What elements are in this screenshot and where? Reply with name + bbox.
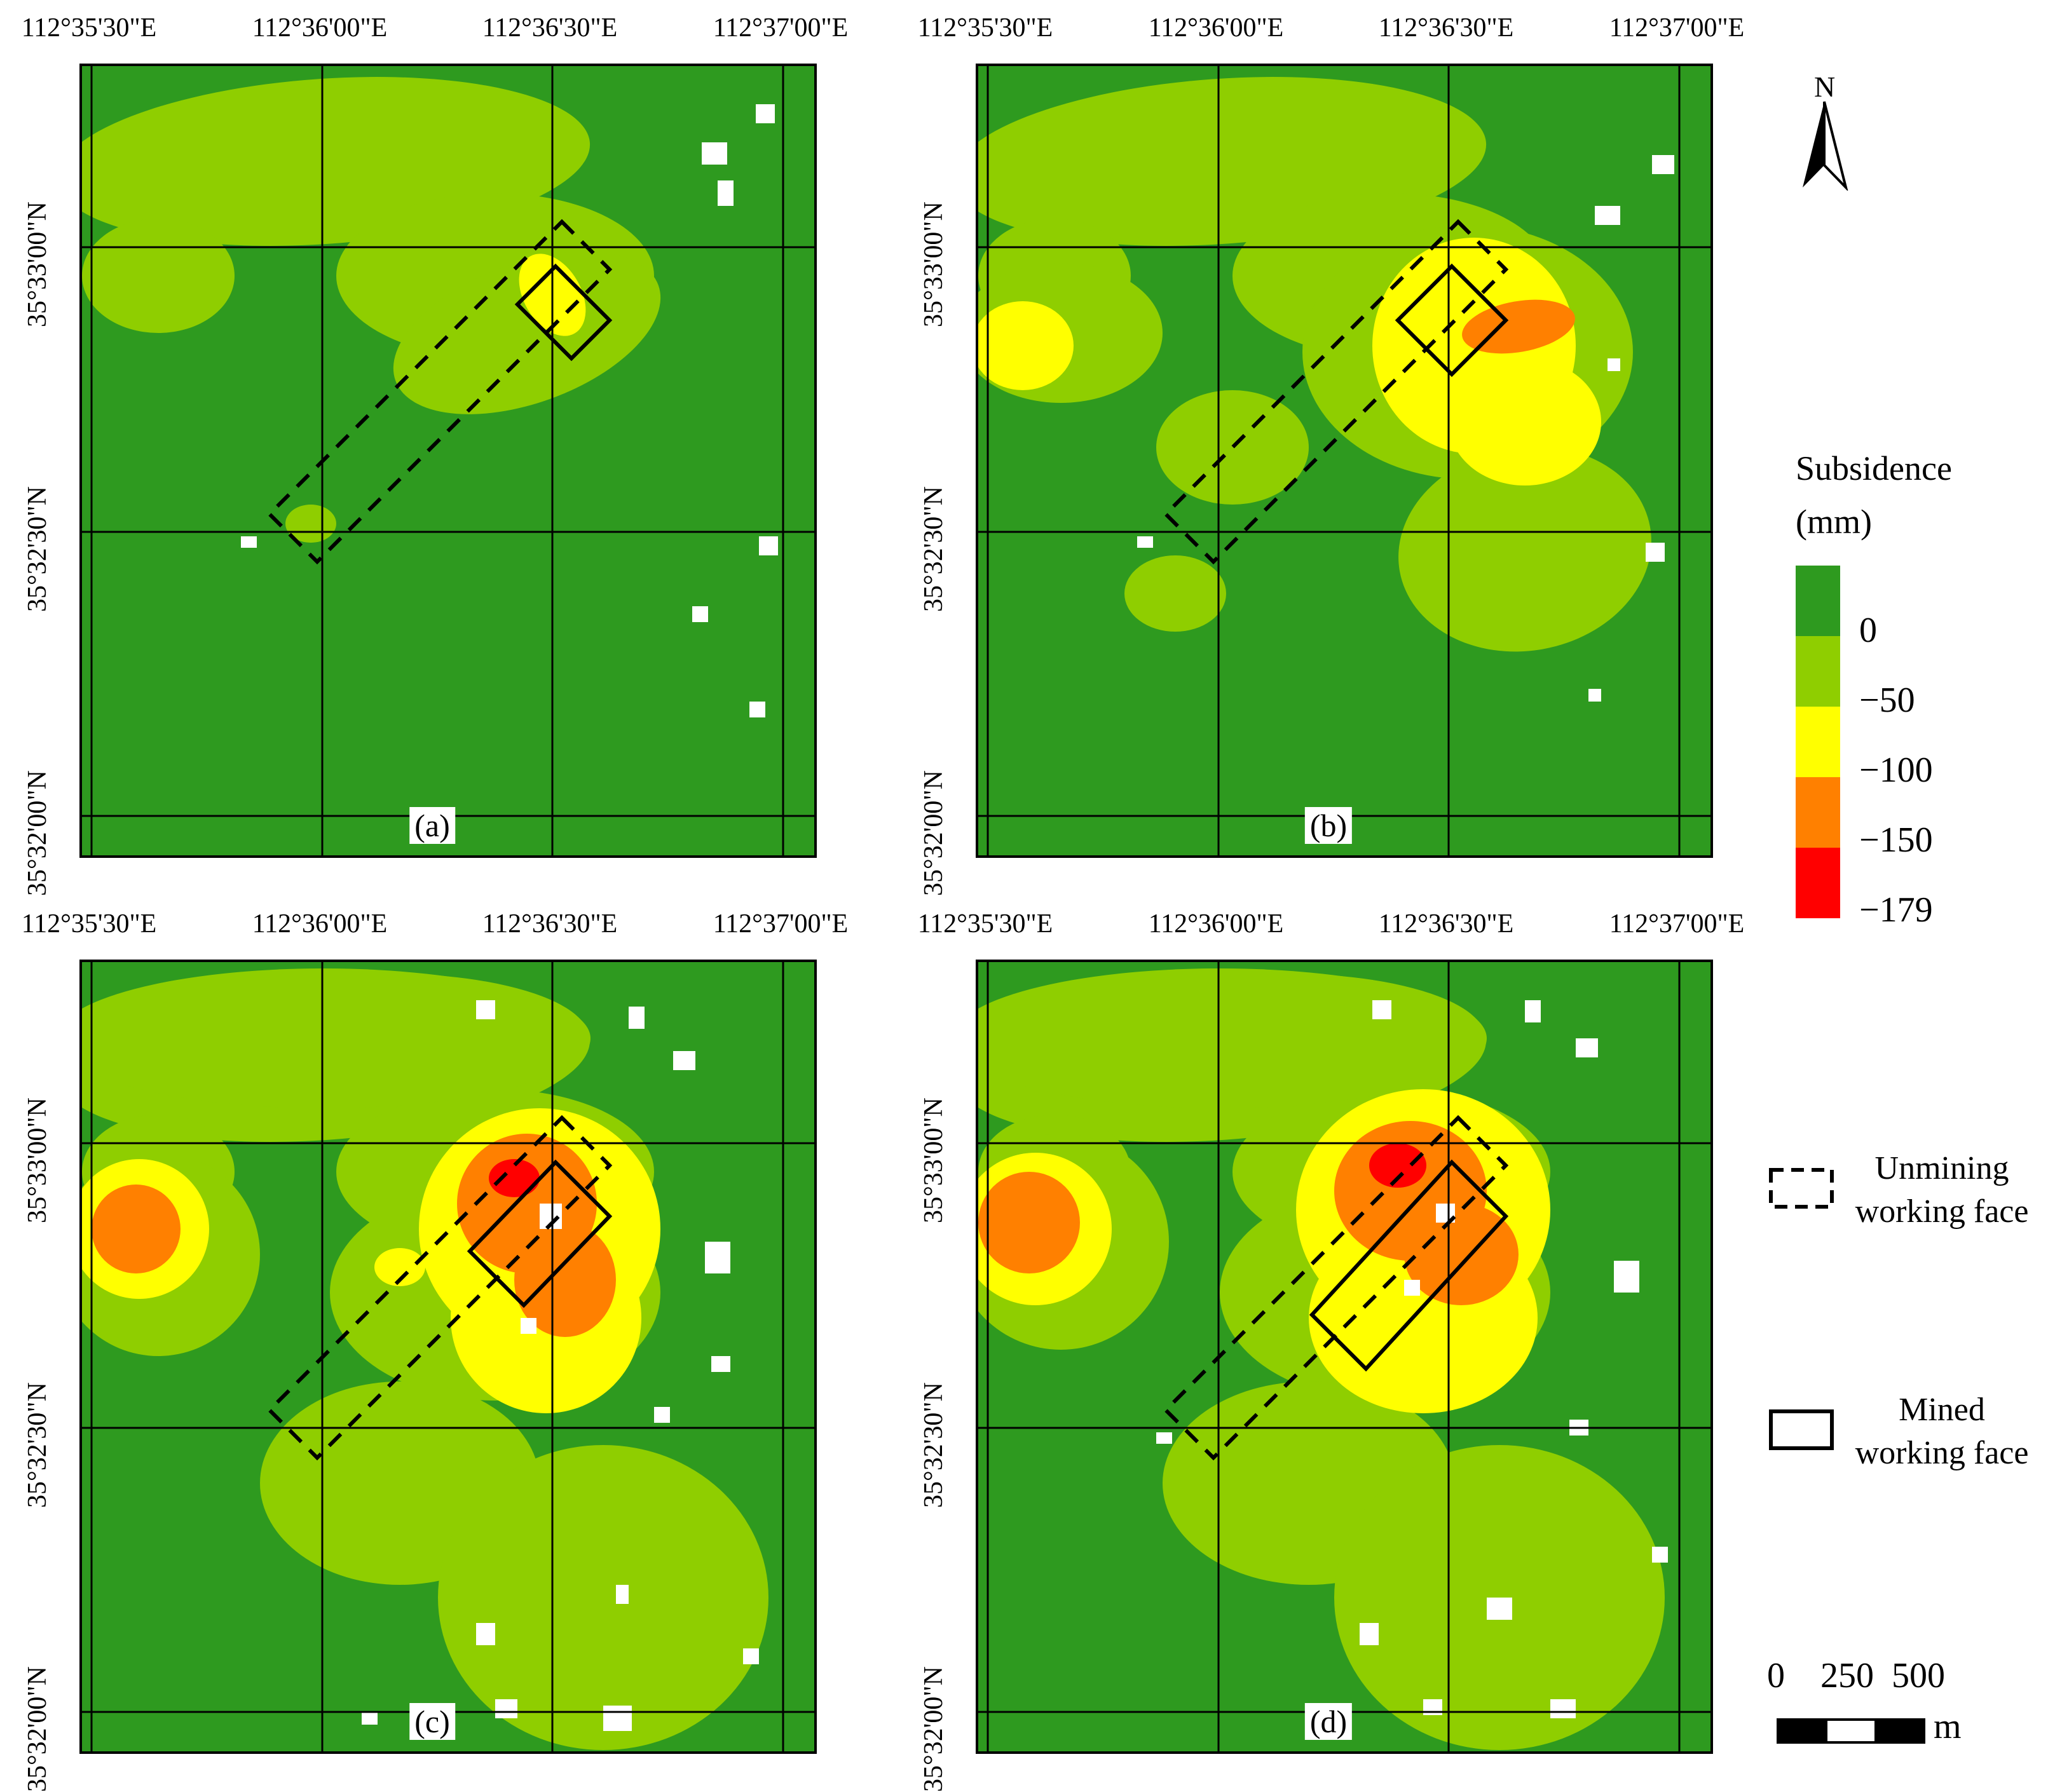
lat-tick-label: 35°33'00"N bbox=[23, 201, 52, 327]
lon-tick-label: 112°36'00"E bbox=[252, 13, 388, 43]
raster-map bbox=[82, 962, 814, 1751]
mined-face-swatch bbox=[1769, 1409, 1834, 1450]
map-frame bbox=[976, 960, 1713, 1754]
scale-bar bbox=[1777, 1718, 1925, 1744]
north-label: N bbox=[1814, 71, 1836, 103]
panel-label: (c) bbox=[409, 1703, 455, 1740]
legend: N Subsidence (mm) 0 −50 −100 −150 −179 U… bbox=[1767, 64, 2047, 1779]
lat-tick-label: 35°32'30"N bbox=[23, 1382, 52, 1508]
map-panel-c: 112°35'30"E 112°36'00"E 112°36'30"E 112°37'… bbox=[22, 909, 849, 1792]
map-frame bbox=[79, 960, 817, 1754]
scale-unit: m bbox=[1934, 1707, 1962, 1746]
ramp-label-100: −100 bbox=[1859, 750, 1933, 790]
map-panel-a: 112°35'30"E 112°36'00"E 112°36'30"E 112°37'… bbox=[22, 13, 849, 896]
lat-tick-label: 35°32'00"N bbox=[919, 770, 948, 896]
ramp-label-0: 0 bbox=[1859, 611, 1877, 650]
legend-title: Subsidence (mm) bbox=[1796, 448, 1952, 542]
lon-tick-label: 112°36'00"E bbox=[252, 909, 388, 939]
lon-tick-label: 112°35'30"E bbox=[21, 909, 157, 939]
lat-tick-label: 35°33'00"N bbox=[23, 1097, 52, 1223]
lon-tick-label: 112°37'00"E bbox=[1609, 909, 1745, 939]
lat-tick-label: 35°33'00"N bbox=[919, 1097, 948, 1223]
map-frame bbox=[976, 64, 1713, 858]
lat-tick-label: 35°32'00"N bbox=[919, 1666, 948, 1792]
lat-tick-label: 35°33'00"N bbox=[919, 201, 948, 327]
unmining-face-label: Unmining working face bbox=[1837, 1147, 2047, 1233]
lon-tick-label: 112°35'30"E bbox=[917, 909, 1053, 939]
ramp-swatch bbox=[1796, 566, 1840, 636]
mined-face-label: Mined working face bbox=[1837, 1388, 2047, 1475]
scale-label-500: 500 bbox=[1892, 1656, 1945, 1695]
unmining-face-line1: Unmining bbox=[1874, 1150, 2009, 1186]
panel-label: (b) bbox=[1304, 807, 1353, 844]
mined-face-line1: Mined bbox=[1899, 1392, 1985, 1428]
scale-label-0: 0 bbox=[1767, 1656, 1785, 1695]
lat-tick-label: 35°32'00"N bbox=[23, 770, 52, 896]
lon-tick-label: 112°35'30"E bbox=[917, 13, 1053, 43]
raster-map bbox=[978, 962, 1710, 1751]
lon-tick-label: 112°36'00"E bbox=[1148, 13, 1284, 43]
lon-tick-label: 112°35'30"E bbox=[21, 13, 157, 43]
lon-tick-label: 112°36'30"E bbox=[1378, 13, 1514, 43]
ramp-label-179: −179 bbox=[1859, 890, 1933, 930]
lon-tick-label: 112°36'30"E bbox=[482, 909, 618, 939]
unmining-face-line2: working face bbox=[1855, 1193, 2029, 1230]
raster-map bbox=[82, 66, 814, 855]
mined-face-line2: working face bbox=[1855, 1435, 2029, 1471]
lon-tick-label: 112°37'00"E bbox=[713, 909, 849, 939]
unmining-face-swatch bbox=[1769, 1168, 1834, 1209]
lat-tick-label: 35°32'30"N bbox=[919, 486, 948, 612]
lat-tick-label: 35°32'30"N bbox=[23, 486, 52, 612]
lat-tick-label: 35°32'00"N bbox=[23, 1666, 52, 1792]
legend-title-line2: (mm) bbox=[1796, 503, 1872, 541]
map-panel-b: 112°35'30"E 112°36'00"E 112°36'30"E 112°37'… bbox=[918, 13, 1745, 896]
scale-numbers: 0 250 500 bbox=[1767, 1655, 2047, 1700]
lon-tick-label: 112°36'00"E bbox=[1148, 909, 1284, 939]
ramp-label-150: −150 bbox=[1859, 820, 1933, 860]
ramp-swatch bbox=[1796, 636, 1840, 707]
panel-label: (a) bbox=[409, 807, 455, 844]
map-panel-d: 112°35'30"E 112°36'00"E 112°36'30"E 112°37'… bbox=[918, 909, 1745, 1792]
ramp-swatch bbox=[1796, 848, 1840, 918]
legend-title-line1: Subsidence bbox=[1796, 449, 1952, 487]
north-arrow-icon bbox=[1803, 101, 1848, 191]
color-ramp bbox=[1796, 566, 1840, 918]
lat-tick-label: 35°32'30"N bbox=[919, 1382, 948, 1508]
raster-map bbox=[978, 66, 1710, 855]
ramp-swatch bbox=[1796, 777, 1840, 848]
lon-tick-label: 112°36'30"E bbox=[482, 13, 618, 43]
scale-label-250: 250 bbox=[1820, 1656, 1874, 1695]
lon-tick-label: 112°37'00"E bbox=[1609, 13, 1745, 43]
ramp-swatch bbox=[1796, 707, 1840, 777]
panel-label: (d) bbox=[1304, 1703, 1353, 1740]
north-arrow: N bbox=[1799, 64, 1862, 191]
ramp-label-50: −50 bbox=[1859, 681, 1915, 720]
map-frame bbox=[79, 64, 817, 858]
lon-tick-label: 112°37'00"E bbox=[713, 13, 849, 43]
lon-tick-label: 112°36'30"E bbox=[1378, 909, 1514, 939]
